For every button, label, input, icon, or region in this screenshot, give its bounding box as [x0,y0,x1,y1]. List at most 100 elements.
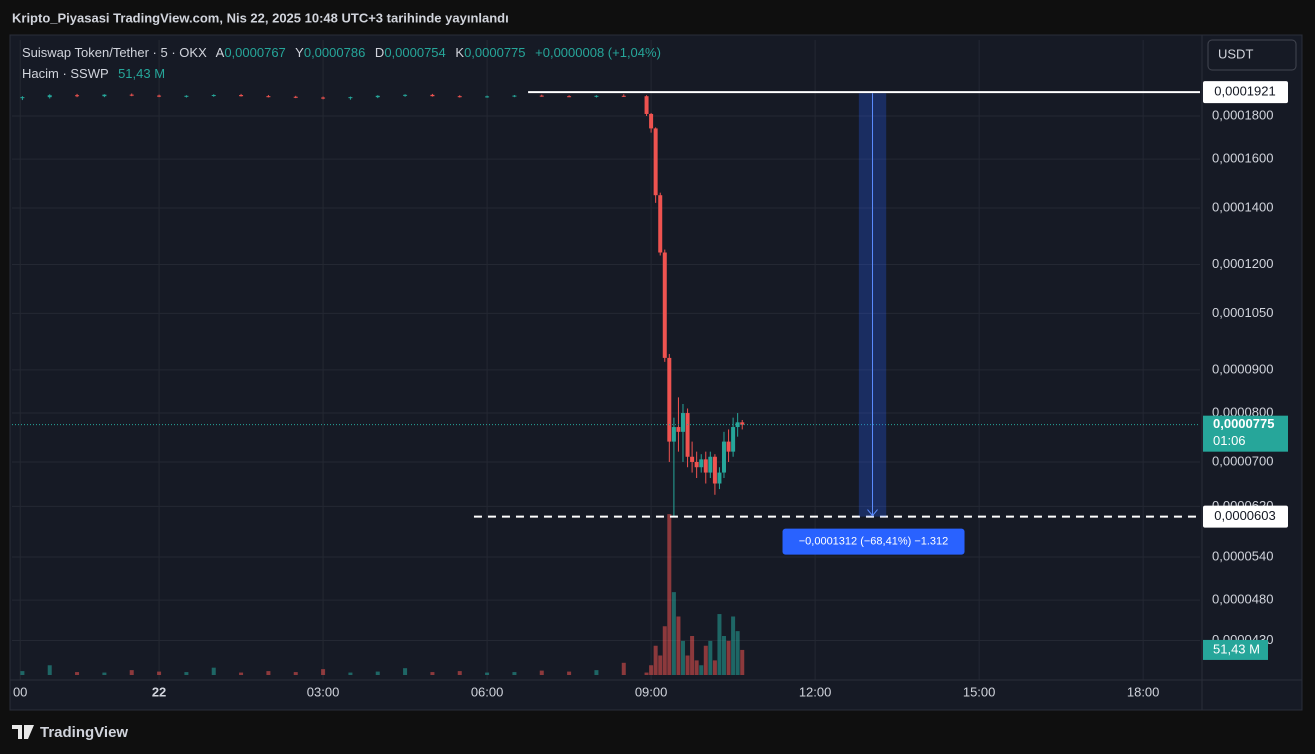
volume-bar [699,665,704,675]
volume-bar [621,662,626,675]
volume-bar [658,655,663,675]
candle-body [680,413,685,432]
candle-body [293,96,298,98]
volume-legend: Hacim · SSWP 51,43 M [22,66,165,81]
candle-body [539,95,544,97]
y-tick-label: 0,0001600 [1212,151,1273,166]
volume-bar [671,592,676,675]
volume-bar [680,640,685,675]
volume-bar [653,645,658,675]
legend-close-label: K [455,45,464,60]
volume-bar [211,667,216,675]
candle-body [430,94,435,97]
x-tick-label: 18:00 [1127,684,1160,699]
volume-bar [293,672,298,675]
x-tick-label: 09:00 [635,684,668,699]
volume-label: 51,43 M [1213,641,1260,656]
legend-change: +0,0000008 (+1,04%) [535,45,661,60]
volume-bar [594,670,599,675]
plot: −0,0001312 (−68,41%) −1.312 [12,91,1200,675]
measure-arrowhead [867,509,878,517]
level-label: 0,0000603 [1214,508,1275,523]
volume-bar [539,670,544,675]
candle-body [184,95,189,97]
candle-body [375,95,380,98]
volume-bar [676,616,681,675]
candle-body [740,422,745,425]
candle-body [239,95,244,97]
candle-body [102,94,107,97]
volume-bar [703,645,708,675]
volume-bar [75,672,80,675]
volume-bar [430,672,435,675]
volume-bar [485,672,490,675]
candle-body [129,94,134,96]
axes: 0,0001800 0,0001600 0,0001400 0,0001200 0,00… [10,35,1302,710]
countdown-label: 01:06 [1213,433,1246,448]
volume-bar [567,671,572,675]
candle-body [348,97,353,99]
volume-bar [47,665,52,675]
grid [12,40,1200,680]
volume-bar [662,626,667,675]
candle-body [20,97,25,99]
candle-body [708,456,713,473]
volume-bar [102,672,107,675]
volume-bar [266,671,271,675]
legend-open: 0,0000767 [224,45,285,60]
volume-bar [129,670,134,675]
candle-body [512,95,517,97]
candle-body [649,113,654,129]
y-tick-label: 0,0000900 [1212,361,1273,376]
candle-body [721,441,726,473]
volume-bar [321,669,326,675]
volume-legend-value: 51,43 M [118,66,165,81]
volume-bar [735,631,740,675]
x-tick-label: 22 [152,684,166,699]
volume-bar [649,665,654,675]
candle-body [653,128,658,196]
currency[interactable]: USDT [1218,46,1253,61]
level-label-box [1203,505,1288,528]
y-tick-label: 0,0000700 [1212,453,1273,468]
legend: Suiswap Token/Tether · 5 · OKX A0,000076… [22,45,661,60]
y-tick-label: 0,0000480 [1212,592,1273,607]
volume-bar [20,671,25,675]
y-tick-label: 0,0001400 [1212,199,1273,214]
candle-body [266,96,271,98]
volume-bar [708,640,713,675]
candle-body [47,95,52,98]
y-tick-label: 0,0001200 [1212,256,1273,271]
candle-body [594,95,599,97]
volume-bar [690,636,695,675]
legend-close: 0,0000775 [464,45,525,60]
candle-body [485,96,490,98]
volume-bar [157,671,162,675]
candle-body [685,413,690,457]
candle-body [157,95,162,97]
volume-bar [740,649,745,675]
volume-bar [239,672,244,675]
volume-bar [457,671,462,675]
volume-bar [694,660,699,675]
volume-legend-label: Hacim · SSWP [22,66,108,81]
x-tick-label: 06:00 [471,684,504,699]
candle-body [403,94,408,96]
candle-body [667,357,672,442]
volume-bar [644,672,649,675]
volume-bar [712,660,717,675]
currency-button[interactable] [1207,39,1297,71]
measure-label-box [782,528,965,555]
candle-body [457,96,462,98]
candle-body [690,456,695,462]
candle-body [658,195,663,253]
brand: TradingView [12,724,128,741]
volume-bar [726,640,731,675]
x-tick-label: 15:00 [963,684,996,699]
volume-bar [717,614,722,675]
level-label-box [1203,81,1288,104]
measure-label: −0,0001312 (−68,41%) −1.312 [799,536,949,548]
volume-bar [731,616,736,675]
last-price-box [1203,415,1288,452]
header-title: Kripto_Piyasasi TradingView.com, Nis 22,… [12,10,509,25]
